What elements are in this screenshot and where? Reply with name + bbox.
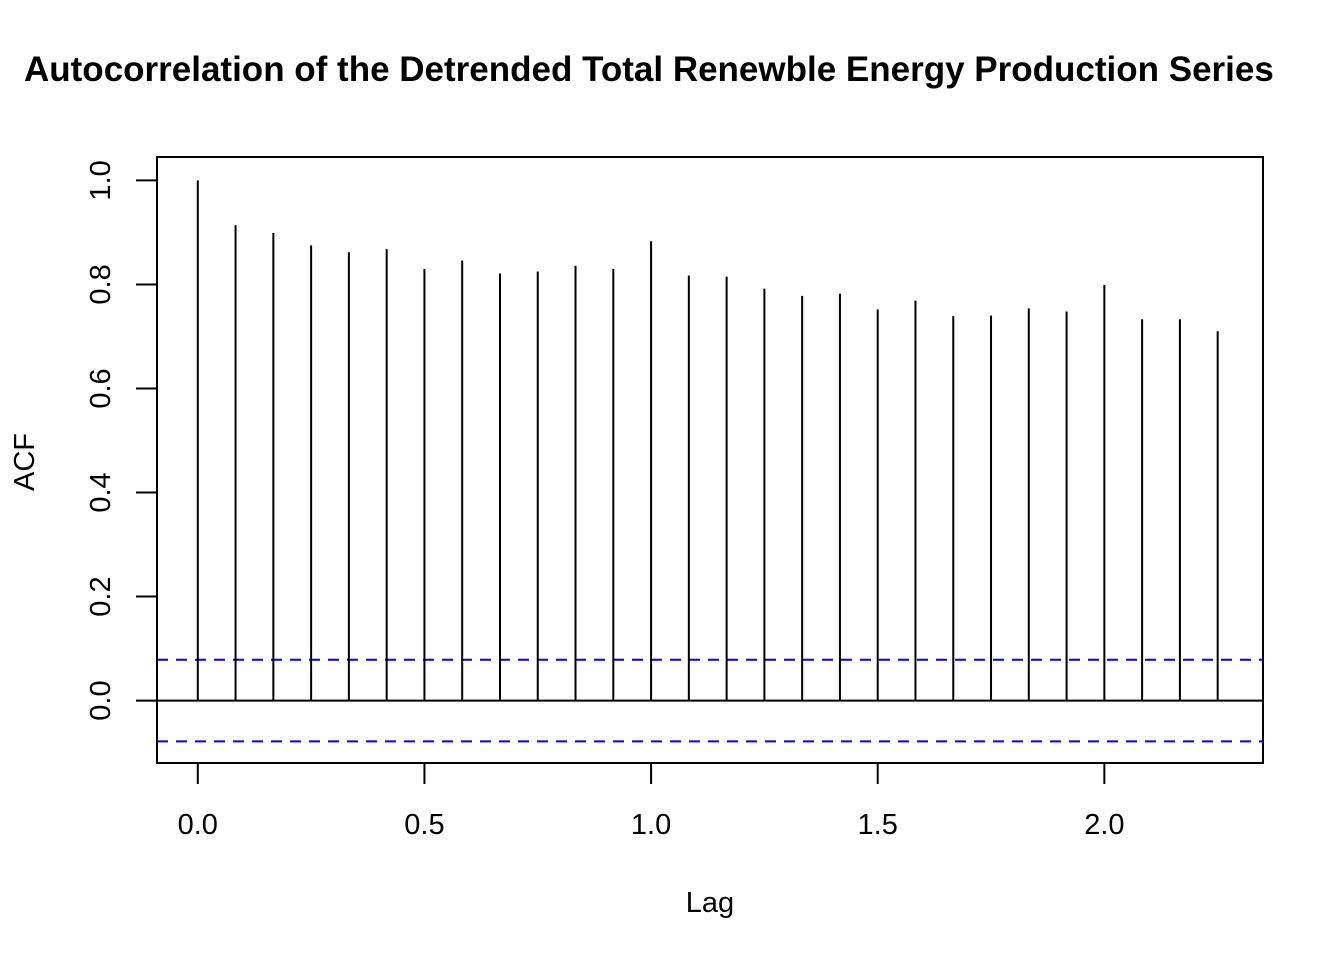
acf-bars xyxy=(196,180,1219,701)
y-tick-label: 0.8 xyxy=(85,264,117,304)
x-tick-label: 1.5 xyxy=(858,809,898,841)
chart-title: Autocorrelation of the Detrended Total R… xyxy=(24,50,1274,89)
x-tick-label: 1.0 xyxy=(631,809,671,841)
x-tick-label: 0.0 xyxy=(178,809,218,841)
y-axis: 0.0 0.2 0.4 0.6 0.8 1.0 xyxy=(85,160,158,721)
y-axis-title: ACF xyxy=(9,433,41,491)
x-tick-label: 2.0 xyxy=(1084,809,1124,841)
x-axis: 0.0 0.5 1.0 1.5 2.0 xyxy=(178,762,1125,841)
x-axis-title: Lag xyxy=(686,887,734,919)
y-tick-label: 0.6 xyxy=(85,368,117,408)
confidence-bounds xyxy=(157,658,1263,743)
plot-frame xyxy=(156,156,1264,764)
y-tick-label: 0.4 xyxy=(85,472,117,512)
y-tick-label: 0.0 xyxy=(85,680,117,720)
y-tick-label: 1.0 xyxy=(85,160,117,200)
y-tick-label: 0.2 xyxy=(85,576,117,616)
x-tick-label: 0.5 xyxy=(404,809,444,841)
